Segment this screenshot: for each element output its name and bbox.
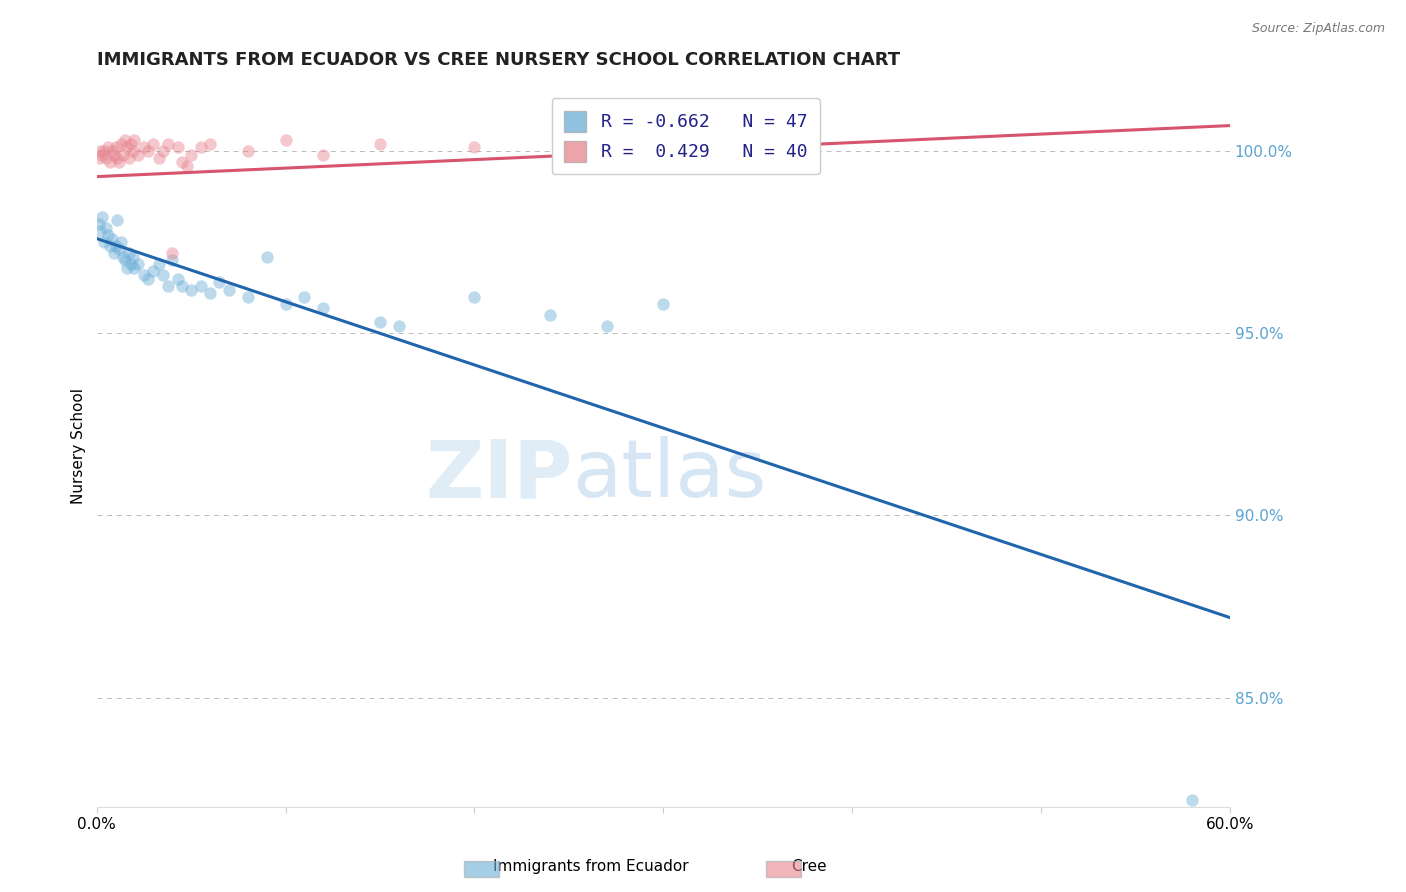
Point bbox=[110, 136, 132, 151]
Point bbox=[120, 136, 142, 151]
Point bbox=[198, 136, 221, 151]
Point bbox=[91, 210, 114, 224]
Point bbox=[114, 133, 136, 147]
Text: ZIP: ZIP bbox=[425, 436, 572, 514]
Point bbox=[747, 136, 769, 151]
Legend: R = -0.662   N = 47, R =  0.429   N = 40: R = -0.662 N = 47, R = 0.429 N = 40 bbox=[551, 98, 820, 174]
Point bbox=[198, 286, 221, 301]
Point bbox=[157, 279, 180, 293]
Point bbox=[97, 140, 120, 154]
Point bbox=[124, 260, 146, 275]
Point bbox=[94, 220, 117, 235]
Point bbox=[190, 279, 212, 293]
Point bbox=[121, 144, 143, 158]
Point bbox=[97, 227, 120, 242]
Point bbox=[87, 152, 110, 166]
Point bbox=[110, 235, 132, 250]
Point bbox=[121, 250, 143, 264]
Point bbox=[148, 152, 170, 166]
Point bbox=[98, 239, 121, 253]
Point bbox=[463, 140, 485, 154]
Point bbox=[256, 250, 278, 264]
Point bbox=[142, 264, 165, 278]
Point bbox=[652, 297, 675, 311]
Point bbox=[112, 250, 135, 264]
Point bbox=[87, 217, 110, 231]
Point bbox=[107, 152, 129, 166]
Point bbox=[103, 147, 125, 161]
Point bbox=[152, 144, 174, 158]
Point bbox=[118, 246, 141, 260]
Point bbox=[98, 155, 121, 169]
Point bbox=[368, 136, 391, 151]
Point bbox=[136, 271, 159, 285]
Text: atlas: atlas bbox=[572, 436, 766, 514]
Text: IMMIGRANTS FROM ECUADOR VS CREE NURSERY SCHOOL CORRELATION CHART: IMMIGRANTS FROM ECUADOR VS CREE NURSERY … bbox=[97, 51, 900, 69]
Point bbox=[114, 253, 136, 268]
Point bbox=[94, 152, 117, 166]
Point bbox=[136, 144, 159, 158]
Point bbox=[107, 213, 129, 227]
Point bbox=[142, 136, 165, 151]
Point bbox=[93, 235, 115, 250]
Point bbox=[595, 318, 617, 333]
Point bbox=[127, 147, 149, 161]
Point bbox=[160, 246, 183, 260]
Point bbox=[104, 239, 127, 253]
Point bbox=[120, 257, 142, 271]
Point bbox=[160, 253, 183, 268]
Point bbox=[312, 301, 335, 315]
Point bbox=[167, 140, 190, 154]
Y-axis label: Nursery School: Nursery School bbox=[72, 388, 86, 504]
Point bbox=[538, 308, 561, 322]
Point bbox=[100, 231, 122, 245]
Point bbox=[274, 133, 297, 147]
Point bbox=[157, 136, 180, 151]
Point bbox=[180, 147, 202, 161]
Point bbox=[132, 140, 155, 154]
Point bbox=[93, 144, 115, 158]
Point bbox=[208, 275, 231, 289]
Point bbox=[103, 246, 125, 260]
Point bbox=[108, 243, 131, 257]
Point bbox=[112, 147, 135, 161]
Point bbox=[236, 290, 259, 304]
Point bbox=[132, 268, 155, 282]
Point bbox=[190, 140, 212, 154]
Point bbox=[91, 147, 114, 161]
Point bbox=[127, 257, 149, 271]
Point bbox=[89, 224, 111, 238]
Point bbox=[368, 315, 391, 329]
Point bbox=[180, 283, 202, 297]
Point bbox=[176, 159, 198, 173]
Point bbox=[170, 155, 193, 169]
Point bbox=[218, 283, 240, 297]
Point bbox=[170, 279, 193, 293]
Text: Cree: Cree bbox=[790, 859, 827, 874]
Point bbox=[124, 133, 146, 147]
Point bbox=[388, 318, 411, 333]
Point bbox=[115, 140, 138, 154]
Point bbox=[167, 271, 190, 285]
Text: Immigrants from Ecuador: Immigrants from Ecuador bbox=[492, 859, 689, 874]
Point bbox=[292, 290, 315, 304]
Point bbox=[1181, 793, 1204, 807]
Point bbox=[118, 152, 141, 166]
Point bbox=[108, 155, 131, 169]
Point bbox=[152, 268, 174, 282]
Text: Source: ZipAtlas.com: Source: ZipAtlas.com bbox=[1251, 22, 1385, 36]
Point bbox=[312, 147, 335, 161]
Point bbox=[100, 144, 122, 158]
Point bbox=[463, 290, 485, 304]
Point bbox=[274, 297, 297, 311]
Point bbox=[89, 144, 111, 158]
Point bbox=[148, 257, 170, 271]
Point bbox=[236, 144, 259, 158]
Point bbox=[115, 260, 138, 275]
Point bbox=[104, 140, 127, 154]
